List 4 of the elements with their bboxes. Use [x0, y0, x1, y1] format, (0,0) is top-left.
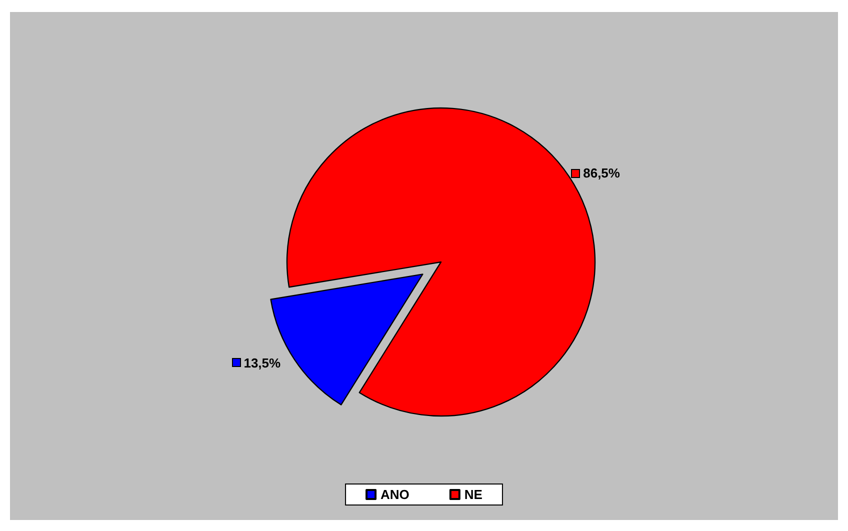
legend-label: NE	[464, 487, 483, 502]
data-label: 86,5%	[583, 166, 620, 181]
legend-label: ANO	[380, 487, 410, 502]
data-label: 13,5%	[244, 355, 282, 370]
